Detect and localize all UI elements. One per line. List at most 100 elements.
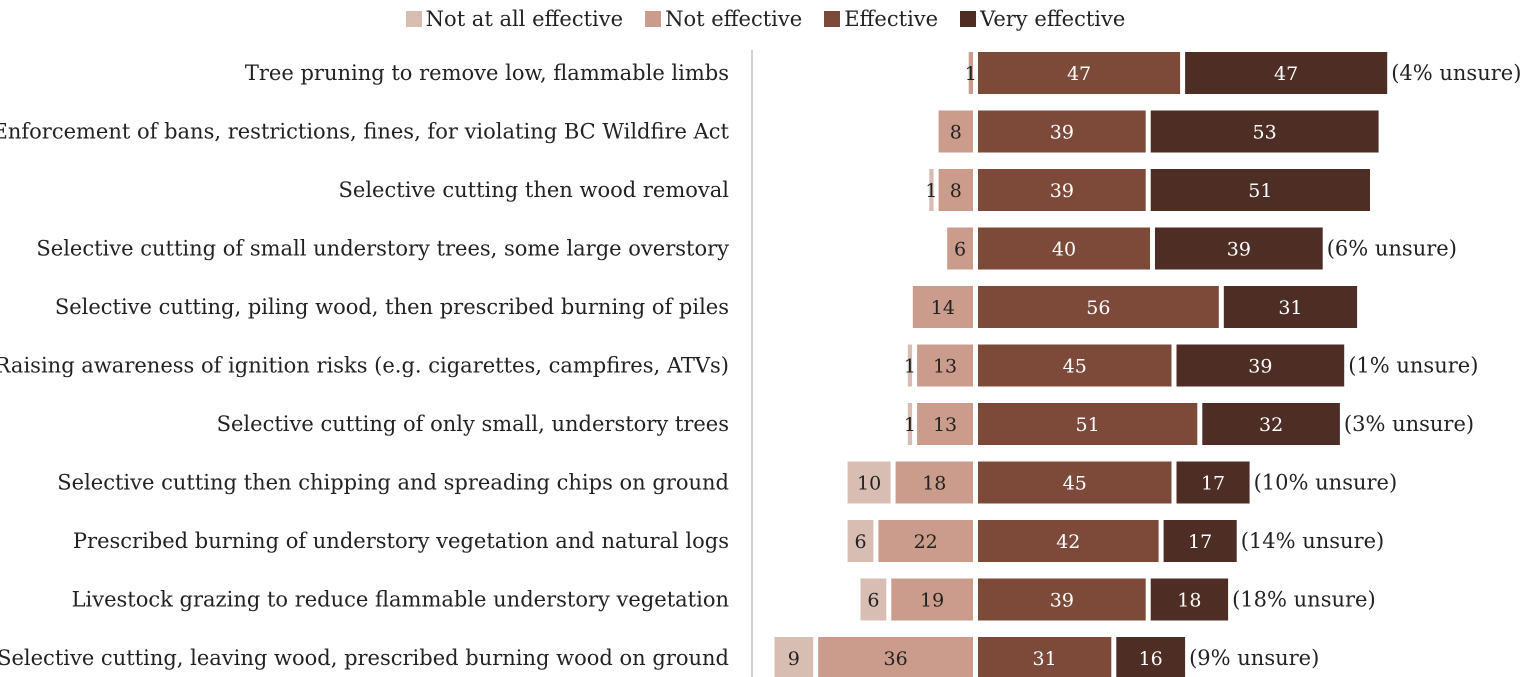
bar-very-effective: [1163, 520, 1237, 562]
data-label-not-effective: 1: [965, 63, 977, 85]
data-label-not-effective: 14: [931, 297, 955, 319]
unsure-annotation: (9% unsure): [1189, 646, 1319, 670]
bar-not-at-all-effective: [847, 520, 874, 562]
data-label-not-effective: 18: [922, 473, 946, 495]
category-label: Selective cutting, leaving wood, prescri…: [0, 646, 729, 670]
data-label-very-effective: 39: [1227, 239, 1251, 261]
data-label-effective: 51: [1076, 414, 1100, 436]
category-label: Enforcement of bans, restrictions, fines…: [0, 120, 730, 144]
category-label: Prescribed burning of understory vegetat…: [73, 529, 729, 553]
legend-item-effective: Effective: [824, 7, 938, 31]
data-label-not-effective: 6: [954, 239, 966, 261]
bar-effective: [978, 227, 1150, 270]
category-label: Selective cutting of only small, underst…: [217, 412, 729, 436]
bar-very-effective: [1176, 461, 1250, 504]
bar-not-at-all-effective: [860, 578, 887, 621]
data-label-not-at-all-effective: 1: [904, 356, 916, 378]
category-label: Tree pruning to remove low, flammable li…: [245, 61, 729, 85]
bar-very-effective: [1150, 578, 1229, 621]
unsure-annotation: (3% unsure): [1344, 412, 1474, 436]
bar-very-effective: [1176, 344, 1345, 387]
data-label-very-effective: 51: [1248, 180, 1272, 202]
data-label-very-effective: 17: [1201, 473, 1225, 495]
bar-very-effective: [1155, 227, 1323, 270]
data-label-very-effective: 31: [1278, 297, 1302, 319]
legend-swatch-effective: [824, 11, 841, 27]
legend-label-effective: Effective: [844, 7, 939, 31]
bar-very-effective: [1223, 286, 1358, 328]
bar-effective: [978, 52, 1181, 94]
data-label-not-effective: 22: [914, 531, 938, 553]
category-label: Raising awareness of ignition risks (e.g…: [0, 354, 729, 378]
bar-not-at-all-effective: [929, 169, 934, 211]
data-label-not-effective: 36: [884, 648, 908, 670]
bar-very-effective: [1150, 110, 1379, 153]
bar-not-effective: [917, 344, 973, 387]
bar-very-effective: [1185, 52, 1388, 94]
bar-effective: [978, 403, 1198, 445]
data-label-not-at-all-effective: 9: [788, 648, 800, 670]
legend-item-very-effective: Very effective: [960, 7, 1125, 31]
bar-effective: [978, 578, 1146, 621]
category-label: Selective cutting then chipping and spre…: [57, 471, 729, 495]
bar-not-effective: [891, 578, 973, 621]
unsure-annotation: (6% unsure): [1327, 237, 1457, 261]
bar-not-effective: [912, 286, 973, 328]
category-label: Selective cutting of small understory tr…: [36, 237, 729, 261]
data-label-very-effective: 18: [1177, 590, 1201, 612]
data-label-effective: 42: [1056, 531, 1080, 553]
bar-not-effective: [895, 461, 973, 504]
unsure-annotation: (14% unsure): [1241, 529, 1385, 553]
data-label-very-effective: 53: [1253, 122, 1277, 144]
legend-swatch-not-effective: [645, 11, 662, 27]
unsure-annotation: (4% unsure): [1391, 61, 1521, 85]
bar-very-effective: [1202, 403, 1340, 445]
bar-not-effective: [938, 169, 973, 211]
legend-swatch-very-effective: [960, 11, 977, 27]
data-label-effective: 39: [1050, 180, 1074, 202]
bar-effective: [978, 520, 1159, 562]
data-label-not-effective: 13: [933, 356, 957, 378]
bar-effective: [978, 286, 1219, 328]
bar-effective: [978, 637, 1112, 677]
data-label-very-effective: 17: [1188, 531, 1212, 553]
chart-legend: Not at all effective Not effective Effec…: [0, 4, 1531, 34]
category-label: Selective cutting then wood removal: [339, 178, 730, 202]
data-label-not-at-all-effective: 6: [867, 590, 879, 612]
bar-not-effective: [947, 227, 973, 270]
data-label-not-at-all-effective: 1: [925, 180, 937, 202]
legend-item-not-at-all-effective: Not at all effective: [405, 7, 623, 31]
data-label-effective: 45: [1063, 356, 1087, 378]
data-label-not-at-all-effective: 10: [857, 473, 881, 495]
bar-not-effective: [917, 403, 973, 445]
bar-not-effective: [938, 110, 973, 153]
bar-not-at-all-effective: [907, 403, 913, 445]
bar-not-at-all-effective: [774, 637, 814, 677]
bar-not-at-all-effective: [907, 344, 913, 387]
data-label-very-effective: 39: [1248, 356, 1272, 378]
data-label-effective: 39: [1050, 590, 1074, 612]
category-label: Selective cutting, piling wood, then pre…: [55, 295, 729, 319]
category-label: Livestock grazing to reduce flammable un…: [72, 588, 729, 612]
bar-very-effective: [1116, 637, 1186, 677]
data-label-very-effective: 47: [1274, 63, 1298, 85]
bar-effective: [978, 344, 1172, 387]
bar-not-effective: [818, 637, 973, 677]
data-label-not-effective: 8: [950, 122, 962, 144]
data-label-effective: 45: [1063, 473, 1087, 495]
bar-effective: [978, 110, 1146, 153]
data-label-not-effective: 13: [933, 414, 957, 436]
unsure-annotation: (1% unsure): [1348, 354, 1478, 378]
data-label-very-effective: 32: [1259, 414, 1283, 436]
legend-label-very-effective: Very effective: [980, 7, 1126, 31]
data-label-not-at-all-effective: 6: [854, 531, 866, 553]
bar-not-effective: [878, 520, 973, 562]
bar-very-effective: [1150, 169, 1370, 211]
legend-item-not-effective: Not effective: [645, 7, 802, 31]
bar-not-at-all-effective: [847, 461, 891, 504]
data-label-not-effective: 19: [920, 590, 944, 612]
bar-not-effective: [968, 52, 973, 94]
data-label-effective: 47: [1067, 63, 1091, 85]
data-label-effective: 40: [1052, 239, 1076, 261]
